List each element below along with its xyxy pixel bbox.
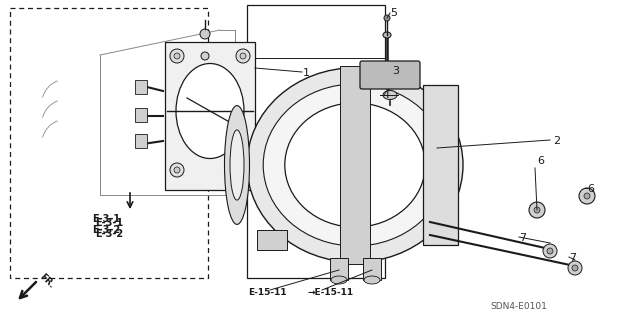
Ellipse shape: [331, 276, 347, 284]
Text: SDN4-E0101: SDN4-E0101: [490, 302, 547, 311]
Text: 5: 5: [390, 8, 397, 18]
Bar: [135, 134, 147, 148]
Circle shape: [201, 52, 209, 60]
Circle shape: [240, 167, 246, 173]
Circle shape: [240, 53, 246, 59]
Ellipse shape: [263, 84, 447, 246]
Circle shape: [529, 202, 545, 218]
FancyBboxPatch shape: [360, 61, 420, 89]
Bar: [247, 5, 385, 278]
Text: E-3-2: E-3-2: [92, 225, 120, 235]
Bar: [340, 66, 370, 264]
Text: E-3-1: E-3-1: [92, 214, 120, 224]
Bar: [165, 42, 255, 190]
Text: 7: 7: [519, 233, 526, 243]
Text: 6: 6: [537, 156, 544, 166]
Circle shape: [236, 49, 250, 63]
Ellipse shape: [383, 91, 397, 100]
Bar: [423, 85, 458, 245]
Circle shape: [170, 163, 184, 177]
Ellipse shape: [285, 103, 425, 227]
Circle shape: [174, 167, 180, 173]
Text: 4: 4: [382, 90, 389, 100]
Circle shape: [236, 163, 250, 177]
Ellipse shape: [247, 68, 463, 262]
Ellipse shape: [364, 276, 380, 284]
Ellipse shape: [225, 106, 250, 224]
Ellipse shape: [383, 32, 391, 38]
Bar: [135, 80, 147, 94]
Text: E-3-2: E-3-2: [95, 229, 123, 239]
Circle shape: [572, 265, 578, 271]
Text: E-3-1: E-3-1: [95, 218, 123, 228]
Text: 7: 7: [569, 253, 576, 263]
Text: 2: 2: [553, 136, 560, 146]
Circle shape: [543, 244, 557, 258]
Text: 1: 1: [303, 68, 310, 78]
Bar: [363, 258, 381, 280]
Circle shape: [200, 29, 210, 39]
Circle shape: [579, 188, 595, 204]
Circle shape: [174, 53, 180, 59]
Bar: [10, 8, 208, 278]
Ellipse shape: [230, 130, 244, 200]
Circle shape: [547, 248, 553, 254]
Circle shape: [568, 261, 582, 275]
Bar: [330, 258, 348, 280]
Text: 6: 6: [587, 184, 594, 194]
Circle shape: [534, 207, 540, 213]
Text: E-15-11: E-15-11: [248, 288, 287, 297]
Bar: [135, 108, 147, 122]
Circle shape: [170, 49, 184, 63]
Circle shape: [584, 193, 590, 199]
Text: 3: 3: [392, 66, 399, 76]
Text: →E-15-11: →E-15-11: [308, 288, 354, 297]
Ellipse shape: [176, 63, 244, 159]
Bar: [257, 230, 287, 250]
Circle shape: [384, 15, 390, 21]
Text: FR.: FR.: [38, 272, 56, 290]
